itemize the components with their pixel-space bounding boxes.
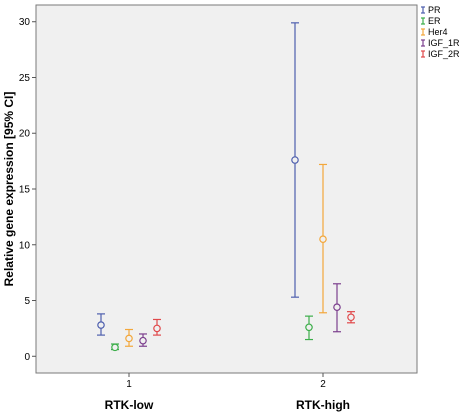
legend-item: ER <box>421 16 441 26</box>
x-tick-label: 1 <box>126 379 132 390</box>
legend-label: IGF_2R <box>428 49 460 59</box>
error-bar-her4 <box>319 163 327 314</box>
x-axis: 1 2 RTK-low RTK-high <box>105 373 350 412</box>
error-bar-igf-2r <box>153 318 161 336</box>
legend-item: IGF_2R <box>421 49 460 59</box>
y-tick-label: 10 <box>19 240 31 251</box>
legend-label: IGF_1R <box>428 38 460 48</box>
mean-marker <box>125 334 133 343</box>
error-bar-igf-2r <box>347 311 355 324</box>
mean-marker <box>319 235 327 243</box>
mean-marker <box>111 343 119 352</box>
error-bar-igf-1r <box>139 333 147 347</box>
legend-label: Her4 <box>428 27 448 37</box>
error-bar-pr <box>97 313 105 336</box>
legend-item: Her4 <box>421 27 448 37</box>
mean-marker <box>139 336 147 345</box>
legend-item: IGF_1R <box>421 38 460 48</box>
error-bar-pr <box>291 22 299 298</box>
mean-marker <box>347 313 355 322</box>
error-bar-her4 <box>125 328 133 347</box>
y-axis: 0 5 10 15 20 25 30 <box>19 17 36 363</box>
error-bar-igf-1r <box>333 283 341 333</box>
y-axis-title: Relative gene expression [95% CI] <box>2 92 16 287</box>
error-bar-er <box>111 343 119 352</box>
mean-marker <box>333 303 341 312</box>
category-label: RTK-low <box>105 398 154 412</box>
y-tick-label: 30 <box>19 17 31 28</box>
legend-label: ER <box>428 16 441 26</box>
y-tick-label: 5 <box>24 296 30 307</box>
y-tick-label: 15 <box>19 185 31 196</box>
error-bar-er <box>305 315 313 341</box>
error-bars <box>97 22 355 352</box>
y-tick-label: 0 <box>24 352 30 363</box>
category-label: RTK-high <box>296 398 350 412</box>
mean-marker <box>305 323 313 332</box>
mean-marker <box>291 156 299 164</box>
legend-label: PR <box>428 5 441 15</box>
plot-area <box>35 4 418 374</box>
y-tick-label: 20 <box>19 129 31 140</box>
y-tick-label: 25 <box>19 73 31 84</box>
mean-marker <box>153 324 161 333</box>
mean-marker <box>97 321 105 329</box>
legend-item: PR <box>421 5 441 15</box>
x-tick-label: 2 <box>320 379 326 390</box>
